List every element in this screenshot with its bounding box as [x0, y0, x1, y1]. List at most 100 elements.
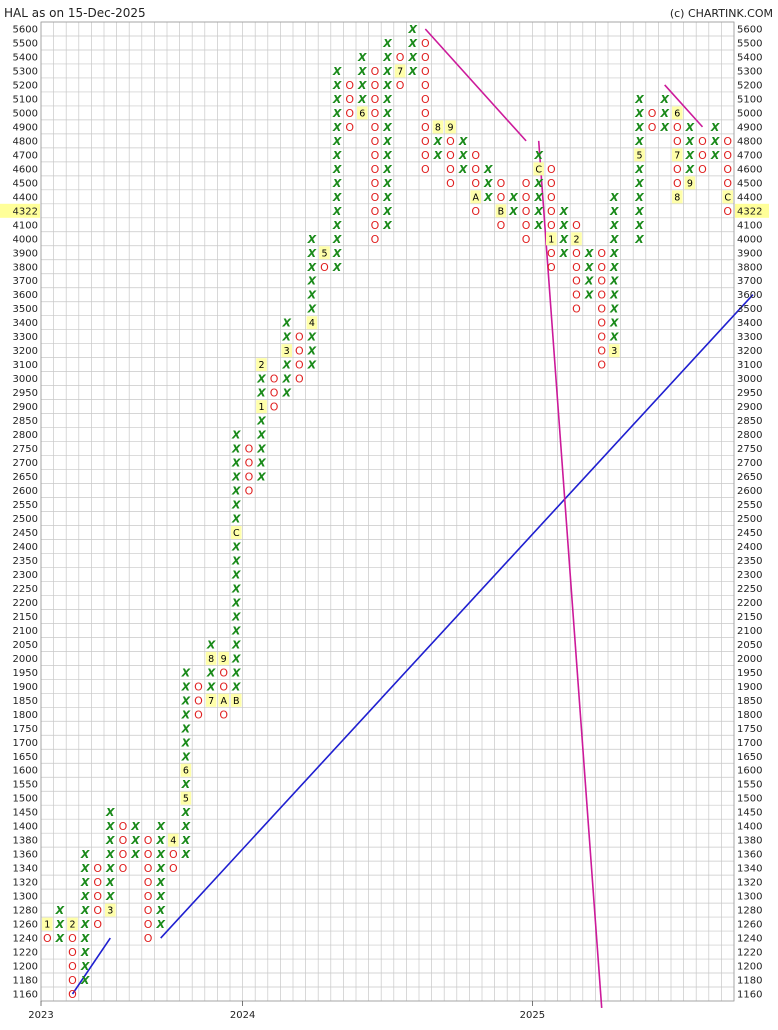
o-mark: O	[572, 275, 581, 288]
x-mark: X	[584, 289, 594, 302]
y-tick-label-left: 4600	[13, 164, 38, 175]
month-marker: 7	[674, 150, 680, 161]
o-mark: O	[144, 862, 153, 875]
o-mark: O	[295, 373, 304, 386]
y-tick-label-right: 2150	[737, 612, 762, 623]
y-tick-label-right: 2400	[737, 542, 762, 553]
support-trend-line	[160, 294, 754, 939]
o-mark: O	[497, 177, 506, 190]
o-mark: O	[572, 247, 581, 260]
y-tick-label-left: 1900	[13, 682, 38, 693]
month-marker-bg	[684, 176, 696, 190]
month-marker-bg	[470, 190, 481, 204]
x-mark: X	[407, 23, 417, 36]
y-tick-label-right: 1240	[737, 934, 762, 945]
x-mark: X	[584, 275, 594, 288]
month-marker: C	[724, 192, 731, 203]
month-marker-bg	[205, 693, 217, 707]
y-tick-label-right: 1300	[737, 892, 762, 903]
y-tick-label-left: 1280	[13, 906, 38, 917]
y-tick-label-right: 3100	[737, 360, 762, 371]
x-mark: X	[357, 65, 367, 78]
o-mark: O	[371, 219, 380, 232]
y-tick-label-left: 1750	[13, 724, 38, 735]
o-mark: O	[673, 177, 682, 190]
y-tick-label-left: 1260	[13, 920, 38, 931]
x-mark: X	[181, 820, 191, 833]
y-tick-label-left: 3900	[13, 248, 38, 259]
y-tick-label-left: 4500	[13, 178, 38, 189]
x-mark: X	[533, 219, 543, 232]
o-mark: O	[421, 79, 430, 92]
o-mark: O	[371, 149, 380, 162]
y-tick-label-right: 2000	[737, 654, 762, 665]
y-tick-label-right: 1450	[737, 808, 762, 819]
x-mark: X	[155, 918, 165, 931]
x-mark: X	[382, 163, 392, 176]
x-mark: X	[634, 177, 644, 190]
month-marker: 9	[221, 654, 227, 665]
month-marker: 2	[258, 360, 264, 371]
last-price-label-left: 4322	[13, 206, 38, 217]
y-tick-label-right: 2250	[737, 584, 762, 595]
y-tick-label-left: 1400	[13, 822, 38, 833]
o-mark: O	[144, 848, 153, 861]
month-marker: 1	[258, 402, 264, 413]
x-mark: X	[231, 485, 241, 498]
o-mark: O	[371, 79, 380, 92]
x-mark: X	[181, 806, 191, 819]
x-mark: X	[483, 177, 493, 190]
o-mark: O	[245, 443, 254, 456]
y-tick-label-left: 2300	[13, 570, 38, 581]
o-mark: O	[421, 37, 430, 50]
x-mark: X	[155, 848, 165, 861]
x-mark: X	[382, 93, 392, 106]
month-marker-bg	[180, 791, 192, 805]
x-mark: X	[559, 219, 569, 232]
y-tick-label-left: 5400	[13, 52, 38, 63]
o-mark: O	[345, 93, 354, 106]
x-mark: X	[508, 205, 518, 218]
o-mark: O	[673, 135, 682, 148]
x-mark: X	[181, 666, 191, 679]
y-tick-label-right: 1260	[737, 920, 762, 931]
y-tick-label-right: 5200	[737, 80, 762, 91]
x-mark: X	[458, 163, 468, 176]
x-mark: X	[634, 121, 644, 134]
y-tick-label-left: 1380	[13, 836, 38, 847]
x-mark: X	[55, 918, 65, 931]
o-mark: O	[68, 932, 77, 945]
o-mark: O	[597, 261, 606, 274]
y-tick-label-left: 1550	[13, 780, 38, 791]
y-tick-label-right: 1400	[737, 822, 762, 833]
o-mark: O	[522, 233, 531, 246]
o-mark: O	[345, 121, 354, 134]
month-marker: 6	[359, 108, 365, 119]
x-mark: X	[105, 876, 115, 889]
month-marker-bg	[432, 120, 444, 134]
o-mark: O	[295, 331, 304, 344]
y-tick-label-left: 2900	[13, 402, 38, 413]
x-mark: X	[609, 289, 619, 302]
y-tick-label-left: 3800	[13, 262, 38, 273]
y-tick-label-left: 2050	[13, 640, 38, 651]
y-tick-label-left: 3400	[13, 318, 38, 329]
x-mark: X	[307, 345, 317, 358]
o-mark: O	[93, 918, 102, 931]
month-marker: A	[472, 192, 479, 203]
o-mark: O	[446, 135, 455, 148]
x-mark: X	[407, 51, 417, 64]
y-tick-label-left: 2500	[13, 514, 38, 525]
o-mark: O	[169, 862, 178, 875]
month-marker: 2	[69, 920, 75, 931]
y-tick-label-right: 1220	[737, 948, 762, 959]
y-tick-label-right: 1280	[737, 906, 762, 917]
x-mark: X	[609, 205, 619, 218]
o-mark: O	[43, 932, 52, 945]
o-mark: O	[68, 974, 77, 987]
o-mark: O	[522, 205, 531, 218]
o-mark: O	[371, 191, 380, 204]
x-mark: X	[382, 79, 392, 92]
o-mark: O	[270, 401, 279, 414]
y-tick-label-right: 2350	[737, 556, 762, 567]
